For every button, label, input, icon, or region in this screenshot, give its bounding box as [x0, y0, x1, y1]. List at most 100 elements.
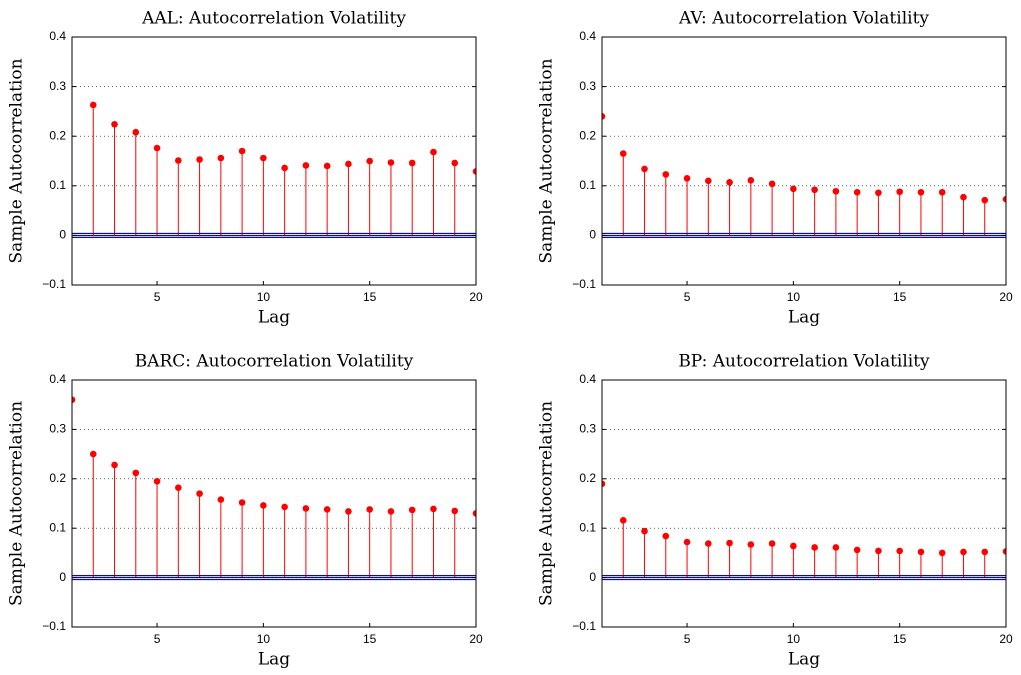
stem-marker [430, 505, 437, 513]
stem-marker [430, 148, 437, 156]
stem-marker [896, 188, 903, 196]
chart-title: AV: Autocorrelation Volatility [678, 9, 929, 29]
stem-marker [641, 165, 648, 173]
stem-marker [602, 480, 606, 488]
stem-marker [768, 180, 776, 188]
stem-marker [832, 544, 840, 551]
stem-marker [281, 503, 288, 511]
stem-marker [366, 157, 373, 165]
stem-marker [196, 156, 203, 163]
y-axis-label: Sample Autocorrelation [537, 58, 557, 263]
stem-marker [260, 502, 267, 509]
stem-marker [641, 527, 648, 535]
stem-marker [302, 162, 310, 169]
stem-marker [747, 541, 755, 548]
y-tick-label: 0.3 [49, 79, 66, 93]
stem-marker [981, 196, 989, 204]
y-tick-label: 0.2 [49, 471, 66, 485]
x-tick-label: 15 [363, 632, 377, 646]
y-tick-label: 0.2 [49, 128, 66, 142]
stem-marker [238, 147, 246, 155]
x-tick-label: 15 [893, 290, 907, 304]
stem-marker [345, 508, 352, 515]
stem-marker [811, 544, 818, 551]
y-tick-label: 0.2 [579, 128, 596, 142]
stem-marker [345, 160, 352, 168]
x-tick-label: 10 [787, 290, 801, 304]
stem-marker [1002, 548, 1006, 555]
stem-marker [875, 547, 882, 555]
stem-marker [768, 540, 776, 547]
stem-marker [811, 186, 818, 194]
stem-marker [619, 150, 627, 157]
stem-marker [111, 120, 118, 128]
stem-marker [726, 539, 733, 547]
y-tick-label: 0.3 [579, 422, 596, 436]
stem-marker [153, 144, 161, 152]
stem-marker [89, 450, 97, 458]
stem-marker [217, 154, 225, 162]
stem-marker [323, 162, 331, 170]
stem-marker [238, 499, 246, 506]
y-tick-label: 0 [59, 570, 66, 584]
y-tick-label: 0.4 [579, 29, 596, 43]
stem-marker [1002, 195, 1006, 203]
stem-marker [260, 154, 267, 162]
y-tick-label: 0 [59, 228, 66, 242]
stem-marker [281, 164, 288, 172]
y-axis-label: Sample Autocorrelation [537, 401, 557, 606]
stem-marker [917, 548, 925, 556]
x-tick-label: 20 [999, 632, 1013, 646]
stem-marker [302, 505, 310, 512]
stem-marker [705, 540, 712, 547]
x-tick-label: 15 [893, 632, 907, 646]
x-axis-label: Lag [258, 650, 290, 670]
stem-marker [472, 168, 476, 175]
stem-marker [662, 532, 670, 540]
stem-marker [790, 185, 797, 193]
y-tick-label: −0.1 [42, 277, 66, 291]
y-tick-label: −0.1 [572, 277, 596, 291]
y-tick-label: 0.1 [49, 520, 66, 534]
stem-marker [72, 396, 76, 404]
y-tick-label: 0 [589, 228, 596, 242]
chart-title: AAL: Autocorrelation Volatility [141, 9, 406, 29]
stem-marker [917, 188, 925, 196]
stem-marker [153, 477, 161, 485]
y-tick-label: 0.1 [579, 520, 596, 534]
stem-marker [981, 548, 989, 556]
axes-frame [601, 36, 1007, 286]
stem-marker [175, 157, 182, 164]
stem-marker [853, 188, 861, 196]
x-tick-label: 5 [154, 632, 161, 646]
x-tick-label: 10 [257, 290, 271, 304]
stem-marker [705, 177, 712, 185]
stem-marker [196, 490, 203, 497]
stem-marker [451, 159, 459, 167]
stem-marker [451, 507, 459, 515]
axes-frame [601, 379, 1007, 628]
plot-area [602, 480, 1006, 581]
stem-marker [387, 508, 395, 515]
stem-marker [938, 549, 946, 557]
plot-area [72, 101, 476, 238]
x-axis-label: Lag [788, 650, 820, 670]
stem-marker [619, 516, 627, 524]
x-tick-label: 5 [684, 290, 691, 304]
stem-marker [790, 542, 797, 550]
stem-marker [132, 128, 140, 136]
stem-marker [662, 171, 670, 178]
stem-marker [408, 506, 416, 514]
x-tick-label: 20 [999, 290, 1013, 304]
y-tick-label: −0.1 [572, 619, 596, 633]
axes-frame [71, 379, 477, 628]
stem-marker [960, 548, 967, 556]
chart-title: BP: Autocorrelation Volatility [678, 352, 930, 372]
x-tick-label: 10 [787, 632, 801, 646]
stem-marker [726, 179, 733, 186]
x-tick-label: 5 [684, 632, 691, 646]
x-tick-label: 5 [154, 290, 161, 304]
stem-marker [683, 175, 691, 182]
y-axis-label: Sample Autocorrelation [7, 58, 27, 263]
stem-marker [602, 113, 606, 120]
